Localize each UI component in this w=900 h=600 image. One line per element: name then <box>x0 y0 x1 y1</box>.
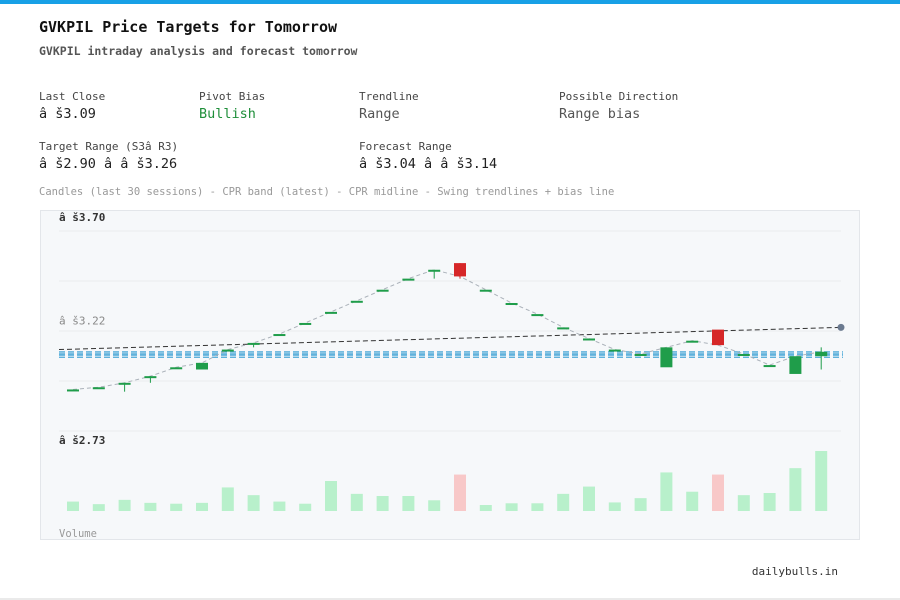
candle-body-28 <box>789 356 802 374</box>
candle-body-24 <box>686 340 699 343</box>
trendline-value: Range <box>359 106 400 122</box>
trendline-end-marker <box>837 323 845 331</box>
volume-bar-7 <box>247 495 260 511</box>
volume-bar-10 <box>325 481 337 511</box>
direction-label: Possible Direction <box>559 90 679 103</box>
chart-caption: Candles (last 30 sessions) - CPR band (l… <box>39 186 615 198</box>
volume-bar-18 <box>531 503 544 511</box>
volume-bar-4 <box>170 503 183 511</box>
volume-bar-21 <box>608 502 621 511</box>
candle-body-27 <box>763 365 776 368</box>
candle-body-9 <box>299 322 312 325</box>
volume-bar-1 <box>92 504 105 511</box>
bottom-divider <box>0 598 900 600</box>
close-path-line <box>72 269 822 390</box>
candle-body-25 <box>712 329 724 346</box>
volume-bar-13 <box>402 496 415 511</box>
candle-body-5 <box>196 362 208 370</box>
candle-body-7 <box>247 342 260 345</box>
candle-body-10 <box>325 311 337 314</box>
volume-bar-25 <box>712 474 724 511</box>
volume-bar-29 <box>815 451 828 511</box>
volume-bar-14 <box>428 500 441 511</box>
candle-body-3 <box>144 376 157 379</box>
price-label-0: â š3.70 <box>59 211 105 224</box>
volume-bar-12 <box>376 496 389 511</box>
candle-body-22 <box>634 353 647 356</box>
candle-body-12 <box>376 289 389 292</box>
candle-body-29 <box>815 351 828 357</box>
candle-body-17 <box>505 303 518 306</box>
candle-body-20 <box>583 338 595 341</box>
pivot-bias-value: Bullish <box>199 106 256 122</box>
volume-bar-20 <box>583 486 595 511</box>
site-credit: dailybulls.in <box>751 565 838 578</box>
candle-body-4 <box>170 367 183 370</box>
volume-bar-27 <box>763 493 776 511</box>
volume-bar-8 <box>273 501 286 511</box>
volume-bar-23 <box>660 472 673 511</box>
candle-body-1 <box>92 387 105 390</box>
page-title: GVKPIL Price Targets for Tomorrow <box>39 18 338 36</box>
price-label-2: â š2.73 <box>59 434 105 447</box>
volume-bar-22 <box>634 498 647 511</box>
page-subtitle: GVKPIL intraday analysis and forecast to… <box>39 44 358 58</box>
candle-body-18 <box>531 314 544 317</box>
pivot-bias-label: Pivot Bias <box>199 90 266 103</box>
volume-bar-24 <box>686 491 699 511</box>
candle-body-23 <box>660 347 673 368</box>
candle-body-2 <box>118 382 131 385</box>
volume-bar-11 <box>350 493 363 511</box>
volume-bar-17 <box>505 503 518 511</box>
volume-label: Volume <box>59 528 97 540</box>
chart-panel: â š3.70 â š3.22 â š2.73 Volume <box>40 210 860 540</box>
candle-body-16 <box>479 289 492 292</box>
candle-body-13 <box>402 278 415 281</box>
volume-bar-15 <box>454 474 466 511</box>
candle-body-19 <box>557 327 570 330</box>
swing-trendline <box>58 326 842 351</box>
target-range-value: â š2.90 â â š3.26 <box>39 156 178 172</box>
volume-bar-5 <box>196 502 208 511</box>
last-close-label: Last Close <box>39 90 106 103</box>
candle-body-21 <box>608 349 621 352</box>
forecast-range-value: â š3.04 â â š3.14 <box>359 156 498 172</box>
volume-bar-16 <box>479 505 492 511</box>
price-chart: â š3.70 â š3.22 â š2.73 Volume <box>58 211 845 540</box>
volume-bar-6 <box>221 487 234 511</box>
volume-bar-9 <box>299 503 312 511</box>
candle-body-11 <box>350 300 363 303</box>
volume-bar-28 <box>789 468 802 511</box>
candle-body-15 <box>454 263 466 277</box>
candle-body-14 <box>428 269 441 272</box>
last-close-value: â š3.09 <box>39 106 96 122</box>
volume-bar-3 <box>144 502 157 511</box>
volume-bar-0 <box>67 501 79 511</box>
accent-bar <box>0 0 900 4</box>
target-range-label: Target Range (S3â R3) <box>39 140 179 153</box>
candle-body-0 <box>67 389 79 392</box>
candle-body-8 <box>273 334 286 337</box>
trendline-label: Trendline <box>359 90 419 103</box>
candle-body-6 <box>221 349 234 352</box>
volume-bar-2 <box>118 499 131 511</box>
price-label-1: â š3.22 <box>59 314 105 327</box>
volume-bar-26 <box>737 495 750 511</box>
forecast-range-label: Forecast Range <box>359 140 452 153</box>
candle-body-26 <box>737 353 750 356</box>
volume-bar-19 <box>557 493 570 511</box>
direction-value: Range bias <box>559 106 641 122</box>
